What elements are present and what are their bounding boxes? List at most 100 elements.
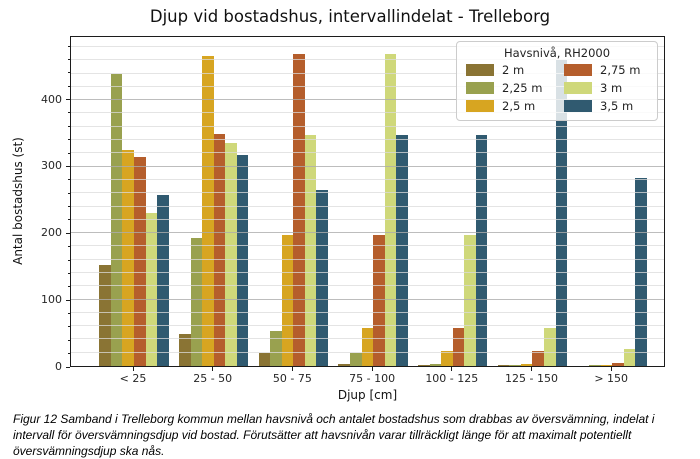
legend-swatch (564, 64, 592, 76)
plot-area: Havsnivå, RH2000 2 m 2,25 m 2,5 m 2,75 m 3 m… (70, 36, 665, 367)
x-tick-label: 25 - 50 (193, 372, 233, 385)
bar-3m-1 (225, 143, 237, 366)
legend-item: 2,75 m (564, 63, 648, 77)
legend-label: 2,25 m (502, 81, 543, 95)
y-minor-tick (67, 272, 70, 274)
y-tick (66, 366, 70, 368)
bar-25m-3 (361, 328, 374, 366)
bar-275m-4 (452, 328, 465, 366)
x-tick-label: > 150 (594, 372, 629, 385)
bar-225m-6 (589, 365, 601, 366)
legend-label: 2,5 m (502, 99, 536, 113)
y-minor-tick (67, 339, 70, 341)
bar-3m-0 (145, 213, 158, 366)
y-tick (66, 299, 70, 301)
bar-3m-6 (623, 348, 636, 366)
legend-label: 2 m (502, 63, 525, 77)
legend-label: 3 m (600, 81, 623, 95)
legend-item: 2 m (466, 63, 550, 77)
bar-35m-6 (635, 177, 647, 366)
legend-item: 2,5 m (466, 99, 550, 113)
bar-225m-2 (270, 330, 282, 366)
bar-35m-2 (316, 189, 329, 366)
bar-35m-0 (157, 194, 169, 366)
y-minor-tick (67, 45, 70, 47)
figure-caption: Figur 12 Samband i Trelleborg kommun mel… (13, 412, 655, 458)
y-tick-label: 0 (55, 360, 62, 373)
y-minor-tick (67, 125, 70, 127)
x-tick (451, 367, 453, 371)
bar-225m-4 (429, 364, 442, 366)
x-tick (212, 367, 214, 371)
y-minor-tick (67, 286, 70, 288)
bar-group (418, 37, 488, 366)
x-tick-label: 75 - 100 (349, 372, 396, 385)
bar-25m-4 (441, 351, 453, 366)
y-minor-tick (67, 152, 70, 154)
y-minor-tick (67, 219, 70, 221)
bar-2m-3 (338, 364, 350, 366)
y-minor-tick (67, 112, 70, 114)
legend-title: Havsnivå, RH2000 (503, 46, 611, 60)
legend-label: 2,75 m (600, 63, 641, 77)
y-minor-tick (67, 246, 70, 248)
y-minor-tick (67, 353, 70, 355)
y-minor-tick (67, 206, 70, 207)
chart-title: Djup vid bostadshus, intervallindelat - … (149, 7, 551, 26)
y-minor-tick (67, 313, 70, 314)
bar-2m-0 (99, 264, 111, 366)
legend-item: 2,25 m (466, 81, 550, 95)
bar-25m-1 (202, 55, 214, 366)
x-tick-label: 125 - 150 (505, 372, 558, 385)
y-tick-label: 100 (41, 293, 62, 307)
bar-225m-5 (509, 364, 521, 366)
bar-275m-0 (133, 156, 146, 366)
legend-swatch (564, 82, 592, 94)
bar-3m-3 (384, 53, 397, 366)
bar-275m-6 (612, 362, 624, 366)
legend: Havsnivå, RH2000 2 m 2,25 m 2,5 m 2,75 m 3 m… (456, 41, 658, 121)
legend-grid: 2 m 2,25 m 2,5 m 2,75 m 3 m 3,5 m (466, 63, 648, 113)
x-tick (371, 367, 373, 371)
bar-275m-5 (532, 351, 545, 366)
y-minor-tick (67, 179, 70, 181)
bar-225m-3 (349, 352, 362, 366)
bar-35m-3 (396, 135, 408, 366)
legend-swatch (466, 100, 494, 112)
bar-group (258, 37, 329, 366)
y-tick-label: 200 (41, 226, 62, 240)
x-tick (531, 367, 532, 371)
bar-35m-1 (236, 154, 249, 366)
x-tick (291, 367, 293, 371)
x-axis-label: Djup [cm] (337, 388, 398, 402)
y-axis-label: Antal bostadshus (st) (11, 137, 25, 265)
legend-label: 3,5 m (600, 99, 634, 113)
bar-25m-0 (122, 150, 134, 366)
y-minor-tick (67, 85, 70, 87)
bar-3m-5 (544, 328, 556, 366)
bar-2m-2 (258, 352, 271, 366)
legend-swatch (466, 64, 494, 76)
bar-25m-2 (281, 235, 294, 366)
x-tick-label: 50 - 75 (272, 372, 312, 385)
bar-2m-4 (418, 365, 430, 366)
y-minor-tick (67, 58, 70, 60)
bar-3m-2 (304, 134, 317, 366)
bar-225m-0 (110, 73, 123, 366)
x-tick (132, 367, 134, 371)
bar-275m-3 (373, 235, 385, 366)
bar-275m-2 (293, 53, 305, 366)
x-tick (610, 367, 612, 371)
y-tick (66, 99, 70, 101)
y-tick (66, 165, 70, 167)
legend-item: 3,5 m (564, 99, 648, 113)
bar-225m-1 (190, 237, 203, 366)
y-minor-tick (67, 192, 70, 194)
bar-25m-5 (520, 364, 533, 366)
bar-group (338, 37, 408, 366)
y-minor-tick (67, 326, 70, 328)
bar-2m-1 (179, 334, 191, 366)
y-minor-tick (67, 72, 70, 74)
y-tick-label: 300 (41, 159, 62, 173)
